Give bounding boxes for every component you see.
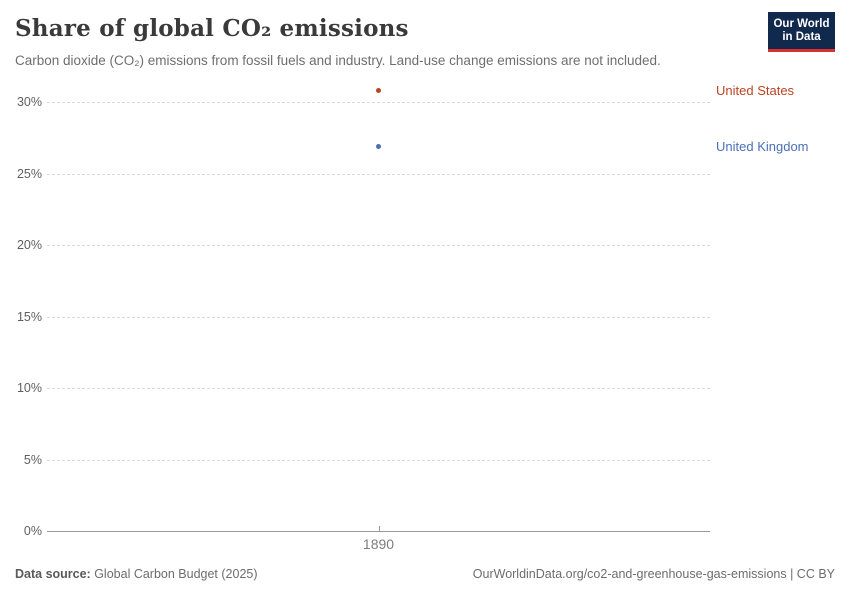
- gridline-25: [47, 173, 710, 175]
- series-label-united-kingdom[interactable]: United Kingdom: [716, 138, 809, 154]
- owid-logo-line2: in Data: [782, 31, 821, 43]
- data-point-united-kingdom[interactable]: [376, 143, 381, 149]
- owid-logo-line1: Our World: [773, 18, 830, 30]
- chart-title: Share of global CO₂ emissions: [15, 15, 409, 42]
- series-label-united-states[interactable]: United States: [716, 83, 795, 99]
- y-axis-tick-label-20: 20%: [16, 238, 42, 252]
- x-axis-tick-label: 1890: [362, 536, 395, 552]
- data-source-label: Data source:: [15, 567, 91, 581]
- owid-logo[interactable]: Our World in Data: [768, 12, 835, 52]
- x-axis-line: [47, 531, 710, 532]
- gridline-30: [47, 102, 710, 103]
- gridline-20: [47, 245, 710, 246]
- y-axis-tick-label-5: 5%: [23, 452, 42, 467]
- y-axis-tick-label-10: 10%: [16, 381, 42, 395]
- license-link[interactable]: OurWorldinData.org/co2-and-greenhouse-ga…: [472, 567, 835, 581]
- y-axis-tick-label-0: 0%: [23, 524, 42, 538]
- y-axis-tick-label-25: 25%: [16, 166, 42, 181]
- data-source-note: Data source: Global Carbon Budget (2025): [15, 567, 258, 581]
- y-axis-tick-label-30: 30%: [16, 95, 42, 109]
- chart-subtitle: Carbon dioxide (CO₂) emissions from foss…: [15, 53, 661, 68]
- gridline-5: [47, 459, 710, 461]
- gridline-15: [47, 316, 710, 318]
- x-axis-tick: [378, 526, 380, 531]
- y-axis-tick-label-15: 15%: [16, 309, 42, 324]
- gridline-10: [47, 388, 710, 389]
- data-point-united-states[interactable]: [376, 88, 381, 94]
- chart-footer: Data source: Global Carbon Budget (2025)…: [15, 567, 835, 581]
- data-source-value: Global Carbon Budget (2025): [90, 567, 258, 581]
